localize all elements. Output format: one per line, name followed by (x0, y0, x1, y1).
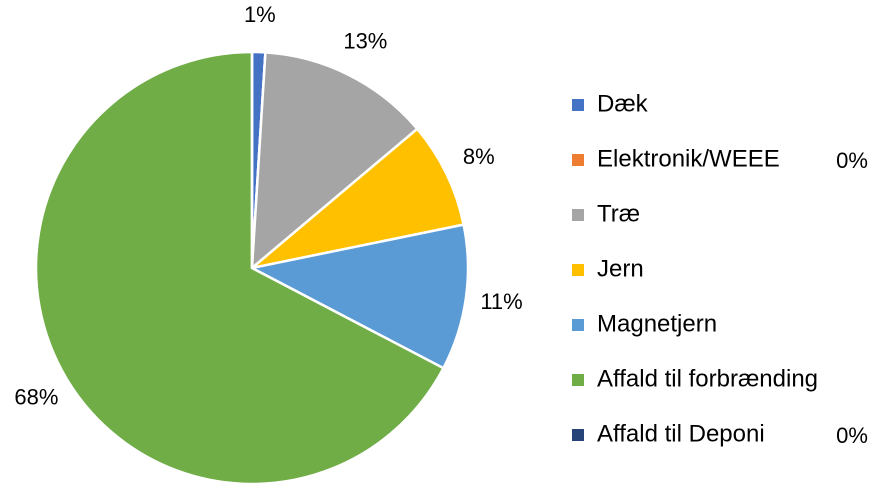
pie-slice (251, 127, 466, 270)
data-label: 0% (836, 148, 868, 173)
data-label: 1% (244, 2, 276, 27)
legend-label: Jern (597, 255, 644, 282)
data-label: 68% (14, 384, 58, 409)
data-label: 0% (836, 423, 868, 448)
pie-slice (34, 50, 446, 485)
legend-label: Træ (597, 200, 640, 227)
pie-slice (250, 51, 419, 271)
data-label: 11% (480, 289, 522, 314)
legend-label: Dæk (597, 90, 649, 117)
legend-label: Magnetjern (597, 310, 717, 337)
legend-label: Affald til Deponi (597, 420, 765, 447)
legend-label: Affald til forbrænding (597, 365, 818, 392)
data-label: 13% (343, 29, 387, 54)
data-label: 8% (463, 144, 495, 169)
legend-swatch (572, 99, 584, 111)
legend-swatch (572, 429, 584, 441)
legend-swatch (572, 154, 584, 166)
legend-label: Elektronik/WEEE (597, 145, 780, 172)
pie-slice (248, 223, 470, 370)
legend-swatch (572, 264, 584, 276)
legend-swatch (572, 319, 584, 331)
legend-swatch (572, 209, 584, 221)
legend-swatch (572, 374, 584, 386)
